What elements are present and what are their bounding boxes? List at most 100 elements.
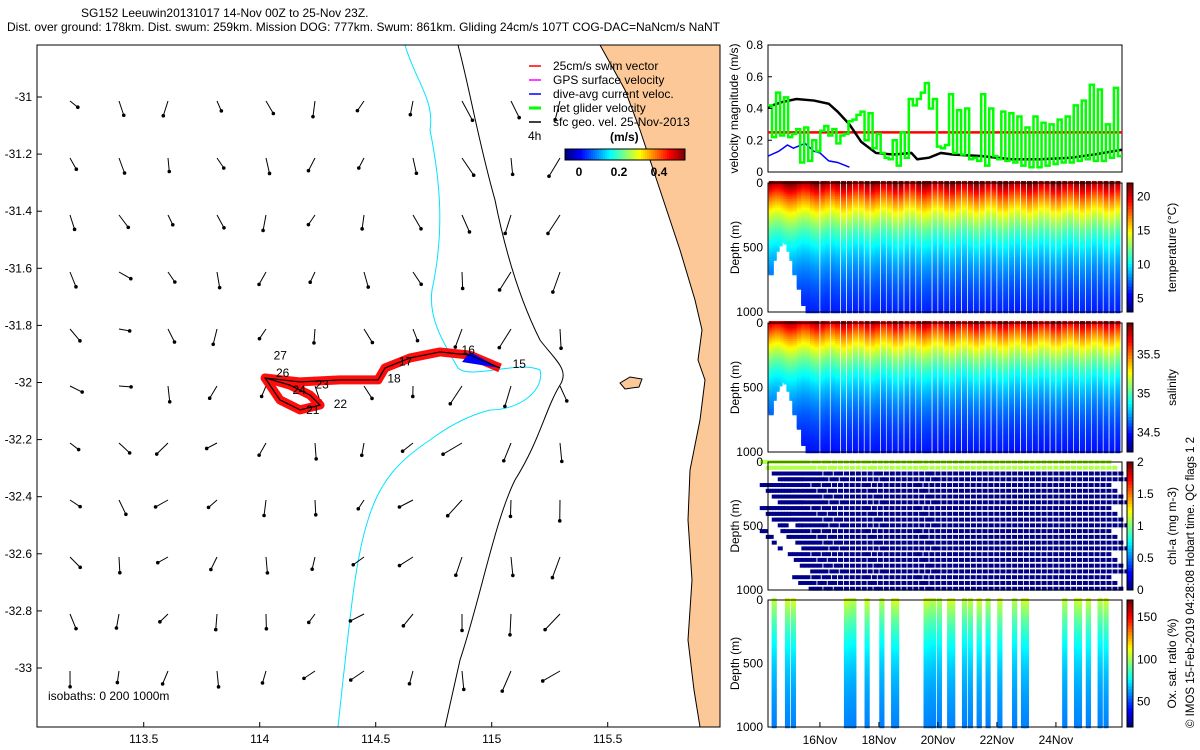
current-arrow <box>118 328 130 332</box>
current-arrow-head <box>460 286 465 291</box>
colorbar-cell <box>1127 305 1133 310</box>
current-arrow-head <box>158 620 162 624</box>
current-arrow-head <box>546 231 550 236</box>
current-arrow <box>552 271 561 293</box>
current-arrow <box>157 556 169 564</box>
current-arrow-head <box>370 340 375 345</box>
data-point <box>997 309 1003 314</box>
current-arrow-head <box>419 226 423 231</box>
colorbar-cell <box>1127 192 1133 197</box>
day-label: 17 <box>399 354 413 368</box>
colorbar-cell <box>1127 218 1133 223</box>
data-point <box>1009 309 1015 314</box>
colorbar-cell <box>673 149 676 160</box>
data-point <box>1115 309 1121 314</box>
data-point <box>944 309 950 314</box>
current-arrow-head <box>267 171 272 176</box>
y-tick-label: 0.2 <box>746 133 763 147</box>
current-arrow-head <box>445 513 450 518</box>
colorbar-cell <box>637 149 640 160</box>
current-arrow <box>412 157 417 174</box>
x-tick-label: 114.5 <box>361 732 390 746</box>
current-arrow-head <box>508 514 513 519</box>
data-point <box>771 256 777 261</box>
current-arrow-head <box>78 565 83 570</box>
colorbar-cell <box>573 149 576 160</box>
current-arrow <box>162 670 169 685</box>
current-arrow-head <box>265 571 270 575</box>
current-arrow <box>559 328 562 349</box>
colorbar-cell <box>1127 286 1133 290</box>
current-arrow-head <box>206 505 211 510</box>
colorbar-cell <box>681 149 684 160</box>
colorbar-cell <box>625 149 628 160</box>
current-arrow <box>265 556 268 573</box>
colorbar-tick: 5 <box>1137 291 1144 305</box>
velocity-series-dive-avg <box>767 142 850 168</box>
current-arrow-head <box>355 108 360 113</box>
current-arrow-head <box>264 626 269 631</box>
current-arrow-head <box>564 399 569 403</box>
colorbar-cell <box>631 149 634 160</box>
current-arrow <box>69 442 79 450</box>
current-arrow <box>303 670 316 679</box>
data-point <box>961 309 967 314</box>
current-arrow <box>461 670 465 690</box>
current-arrow-head <box>359 453 364 458</box>
current-arrow-head <box>74 626 78 631</box>
colorbar-cell <box>1127 289 1133 294</box>
data-point <box>789 256 795 261</box>
colorbar-cell <box>647 149 650 160</box>
colorbar-cell <box>1127 273 1133 278</box>
legend-entry: GPS surface velocity <box>553 73 664 87</box>
current-arrow-head <box>508 632 512 637</box>
map-background <box>37 45 720 727</box>
depth-label: Depth (m) <box>728 221 742 274</box>
colorbar-cell <box>579 149 582 160</box>
current-arrow-head <box>410 394 415 399</box>
y-tick-label: -33 <box>15 661 33 675</box>
data-point <box>991 309 997 314</box>
current-arrow <box>461 157 475 176</box>
data-point <box>1085 309 1091 314</box>
current-arrow-head <box>222 225 226 230</box>
current-arrow <box>399 499 414 508</box>
current-arrow-head <box>121 113 126 118</box>
data-point <box>858 309 864 314</box>
current-arrow <box>509 613 512 635</box>
colorbar-cell <box>1127 263 1133 268</box>
current-arrow-head <box>122 171 127 175</box>
legend-time: 4h <box>528 129 541 143</box>
day-label: 26 <box>276 366 290 380</box>
current-arrow-head <box>311 114 315 119</box>
colorbar-cell <box>587 149 590 160</box>
current-arrow <box>69 157 77 170</box>
current-arrow-head <box>271 111 276 116</box>
current-arrow <box>447 499 463 517</box>
colorbar-cell <box>1127 244 1133 248</box>
current-arrow <box>265 100 274 114</box>
current-arrow <box>155 499 169 508</box>
colorbar-cell <box>675 149 678 160</box>
current-arrow <box>118 499 127 515</box>
current-arrow <box>499 271 512 291</box>
current-arrow <box>455 556 463 576</box>
colorbar-tick: 0.4 <box>651 165 668 179</box>
velocity-series-sfc-geo <box>767 97 1123 161</box>
current-arrow <box>69 556 81 568</box>
colorbar-cell <box>659 149 662 160</box>
data-point <box>985 309 991 314</box>
colorbar-cell <box>635 149 638 160</box>
current-arrow <box>118 385 132 388</box>
colorbar-cell <box>1127 202 1133 207</box>
current-arrow-head <box>313 512 318 517</box>
current-arrow <box>361 214 365 229</box>
current-arrow-head <box>543 627 547 632</box>
current-arrow-head <box>167 169 172 174</box>
current-arrow <box>412 328 418 341</box>
current-arrow-head <box>72 227 77 232</box>
current-arrow-head <box>129 276 133 281</box>
current-arrow <box>544 613 561 630</box>
